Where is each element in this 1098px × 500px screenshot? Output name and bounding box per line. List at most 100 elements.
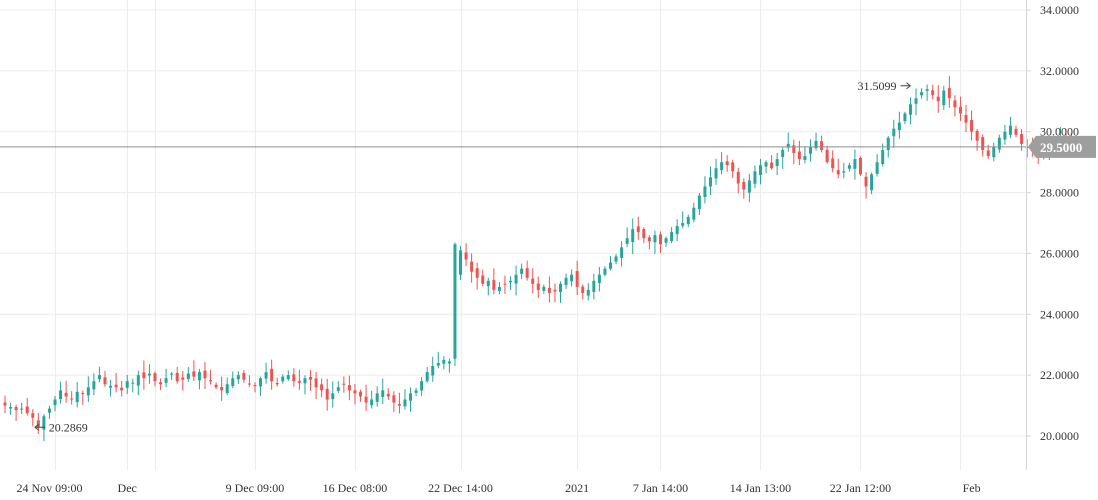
candle-body <box>364 396 368 403</box>
candle-body <box>664 238 668 243</box>
candle-body <box>531 278 535 284</box>
candle-body <box>286 375 290 380</box>
candle-body <box>203 370 207 379</box>
candle-body <box>236 375 240 380</box>
candle-body <box>420 381 424 391</box>
annotation-label: 20.2869 <box>49 420 88 434</box>
candle-body <box>831 158 835 169</box>
candle-body <box>542 286 546 291</box>
candle-body <box>92 381 96 390</box>
candle-body <box>170 373 174 375</box>
candle-body <box>120 387 124 391</box>
y-tick-label: 28.0000 <box>1040 186 1079 200</box>
candle-body <box>920 92 924 96</box>
price-badge-shape <box>1028 135 1096 158</box>
candle-body <box>964 115 968 123</box>
candle-body <box>903 113 907 122</box>
x-tick-label: Dec <box>118 481 137 495</box>
candle-body <box>931 90 935 96</box>
candle-body <box>864 176 868 187</box>
candle-body <box>786 143 790 148</box>
candle-body <box>636 226 640 233</box>
candle-body <box>453 244 457 359</box>
candle-body <box>1025 146 1029 148</box>
candle-body <box>1020 134 1024 144</box>
y-axis: 20.0000 22.0000 24.0000 26.0000 28.0000 30.00… <box>1026 3 1079 443</box>
candle-body <box>425 372 429 382</box>
candle-body <box>275 382 279 385</box>
y-tick-label: 20.0000 <box>1040 429 1079 443</box>
candle-body <box>159 382 163 385</box>
candle-body <box>25 406 29 414</box>
candle-body <box>147 373 151 376</box>
candle-body <box>3 402 7 406</box>
candle-body <box>936 96 940 102</box>
candle-body <box>114 384 118 388</box>
candle-body <box>314 378 318 388</box>
candle-body <box>992 146 996 158</box>
candle-body <box>509 280 513 283</box>
candle-body <box>881 149 885 165</box>
price-badge-label: 29.5000 <box>1040 140 1082 155</box>
candle-body <box>81 393 85 395</box>
candle-body <box>597 274 601 283</box>
candle-body <box>708 177 712 187</box>
candle-body <box>714 168 718 179</box>
candle-body <box>592 280 596 292</box>
candle-body <box>758 165 762 176</box>
candle-body <box>47 408 51 413</box>
candle-body <box>242 372 246 380</box>
candle-body <box>59 390 63 400</box>
candle-body <box>309 376 313 380</box>
candle-body <box>742 181 746 190</box>
candle-body <box>97 375 101 380</box>
candle-body <box>575 271 579 287</box>
candle-body <box>86 387 90 396</box>
candle-body <box>870 174 874 191</box>
candle-body <box>975 130 979 141</box>
candle-body <box>247 383 251 385</box>
y-tick-label: 26.0000 <box>1040 246 1079 260</box>
candle-body <box>497 286 501 292</box>
candle-body <box>125 381 129 388</box>
candle-body <box>31 413 35 418</box>
candle-body <box>397 404 401 406</box>
candle-body <box>131 382 135 384</box>
candle-body <box>375 393 379 402</box>
candle-body <box>720 162 724 171</box>
candlestick-series <box>3 76 1074 442</box>
candle-body <box>75 391 79 403</box>
candle-body <box>631 229 635 242</box>
candle-body <box>970 120 974 132</box>
candle-body <box>53 399 57 406</box>
candle-body <box>109 385 113 388</box>
candle-body <box>470 261 474 272</box>
candle-body <box>186 373 190 380</box>
candle-body <box>70 398 74 400</box>
candle-body <box>858 157 862 175</box>
candle-body <box>525 268 529 278</box>
current-price-badge: 29.5000 <box>1028 135 1096 158</box>
candle-body <box>620 247 624 258</box>
candle-body <box>892 128 896 137</box>
candle-body <box>325 388 329 400</box>
candle-body <box>431 366 435 376</box>
candle-body <box>564 277 568 286</box>
candle-body <box>403 399 407 407</box>
candle-body <box>947 88 951 99</box>
candle-body <box>214 384 218 388</box>
candle-body <box>142 372 146 379</box>
x-tick-label: 22 Dec 14:00 <box>428 481 493 495</box>
candle-body <box>692 207 696 220</box>
candle-body <box>792 145 796 154</box>
candle-body <box>836 170 840 175</box>
candle-body <box>514 274 518 284</box>
candle-body <box>747 180 751 193</box>
candle-body <box>675 226 679 234</box>
candle-body <box>347 385 351 391</box>
x-tick-label: Feb <box>963 481 981 495</box>
x-tick-label: 22 Jan 12:00 <box>830 481 891 495</box>
candle-body <box>464 252 468 260</box>
annotation-arrowhead <box>34 423 40 431</box>
